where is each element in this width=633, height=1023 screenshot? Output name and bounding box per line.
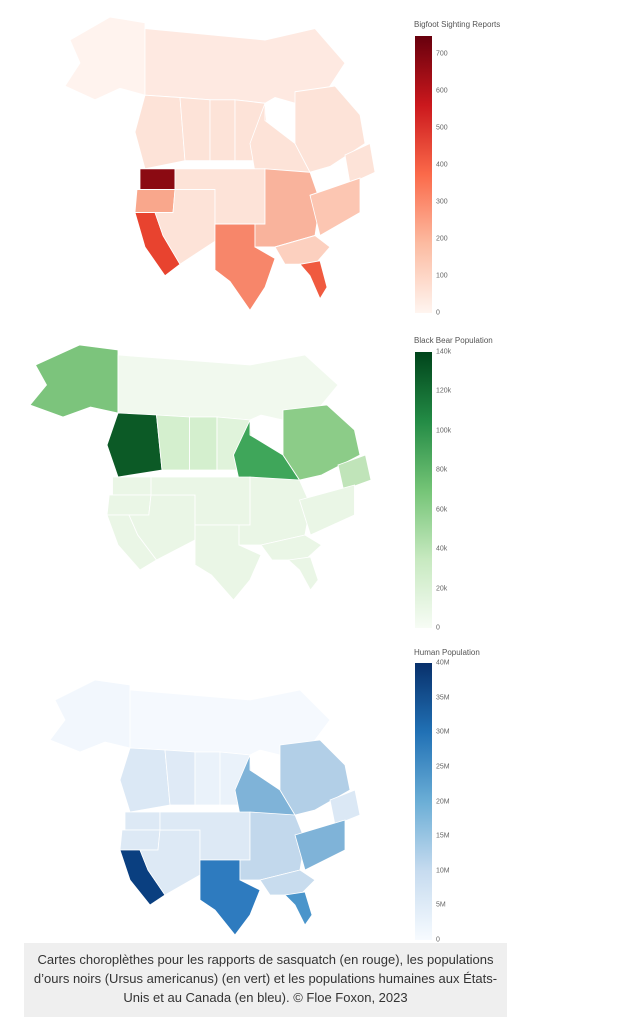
colorbar-tick-label: 80k (436, 466, 448, 474)
region-alaska (49, 679, 131, 753)
colorbar-title-human: Human Population (414, 648, 480, 657)
region-midwest (239, 811, 306, 881)
colorbar-tick-label: 35M (436, 694, 450, 702)
colorbar-tick-label: 5M (436, 901, 446, 909)
colorbar-tick-label: 40k (436, 545, 448, 553)
colorbar-title-bear: Black Bear Population (414, 336, 493, 345)
region-atlantic (344, 142, 376, 185)
colorbar-tick-label: 100k (436, 427, 452, 435)
colorbar-tick-label: 120k (436, 387, 452, 395)
colorbar-tick-label: 500 (436, 124, 448, 132)
colorbar-title-bigfoot: Bigfoot Sighting Reports (414, 20, 501, 29)
region-southeast (259, 869, 316, 896)
colorbar-tick-label: 300 (436, 198, 448, 206)
colorbar-tick-label: 20k (436, 585, 448, 593)
region-alaska (29, 344, 119, 418)
region-florida (299, 260, 328, 300)
colorbar-tick-label: 400 (436, 161, 448, 169)
region-northeast (294, 819, 346, 871)
region-atlantic (337, 454, 372, 491)
colorbar-tick-label: 600 (436, 87, 448, 95)
region-alaska (64, 16, 146, 101)
region-southeast (274, 235, 331, 265)
figure-caption: Cartes choroplèthes pour les rapports de… (24, 943, 507, 1017)
human-population-map (49, 679, 361, 936)
colorbar (415, 663, 432, 940)
colorbar-tick-label: 700 (436, 50, 448, 58)
colorbar-tick-label: 40M (436, 659, 450, 667)
region-british-columbia (106, 412, 163, 478)
region-northeast (298, 484, 355, 536)
colorbar-tick-label: 0 (436, 624, 440, 632)
colorbar (415, 352, 432, 628)
colorbar (415, 36, 432, 313)
colorbar-tick-label: 0 (436, 936, 440, 944)
region-oregon (119, 829, 161, 851)
colorbar-tick-label: 30M (436, 728, 450, 736)
region-florida (287, 556, 319, 591)
colorbar-tick-label: 200 (436, 235, 448, 243)
region-british-columbia (134, 94, 186, 170)
colorbar-tick-label: 140k (436, 348, 452, 356)
colorbar-tick-label: 15M (436, 832, 450, 840)
colorbar-tick-label: 25M (436, 763, 450, 771)
colorbar-tick-label: 60k (436, 506, 448, 514)
colorbar-tick-label: 0 (436, 309, 440, 317)
region-florida (284, 891, 313, 926)
colorbar-tick-label: 100 (436, 272, 448, 280)
region-southeast (260, 534, 323, 561)
colorbar-tick-label: 10M (436, 867, 450, 875)
region-northeast (309, 177, 361, 237)
region-washington (124, 811, 161, 831)
bigfoot-map (64, 16, 376, 312)
region-atlantic (329, 789, 361, 826)
region-saskatchewan (194, 751, 221, 806)
black-bear-map (29, 344, 372, 601)
colorbar-tick-label: 20M (436, 798, 450, 805)
region-alberta (164, 749, 196, 806)
region-british-columbia (119, 747, 171, 813)
